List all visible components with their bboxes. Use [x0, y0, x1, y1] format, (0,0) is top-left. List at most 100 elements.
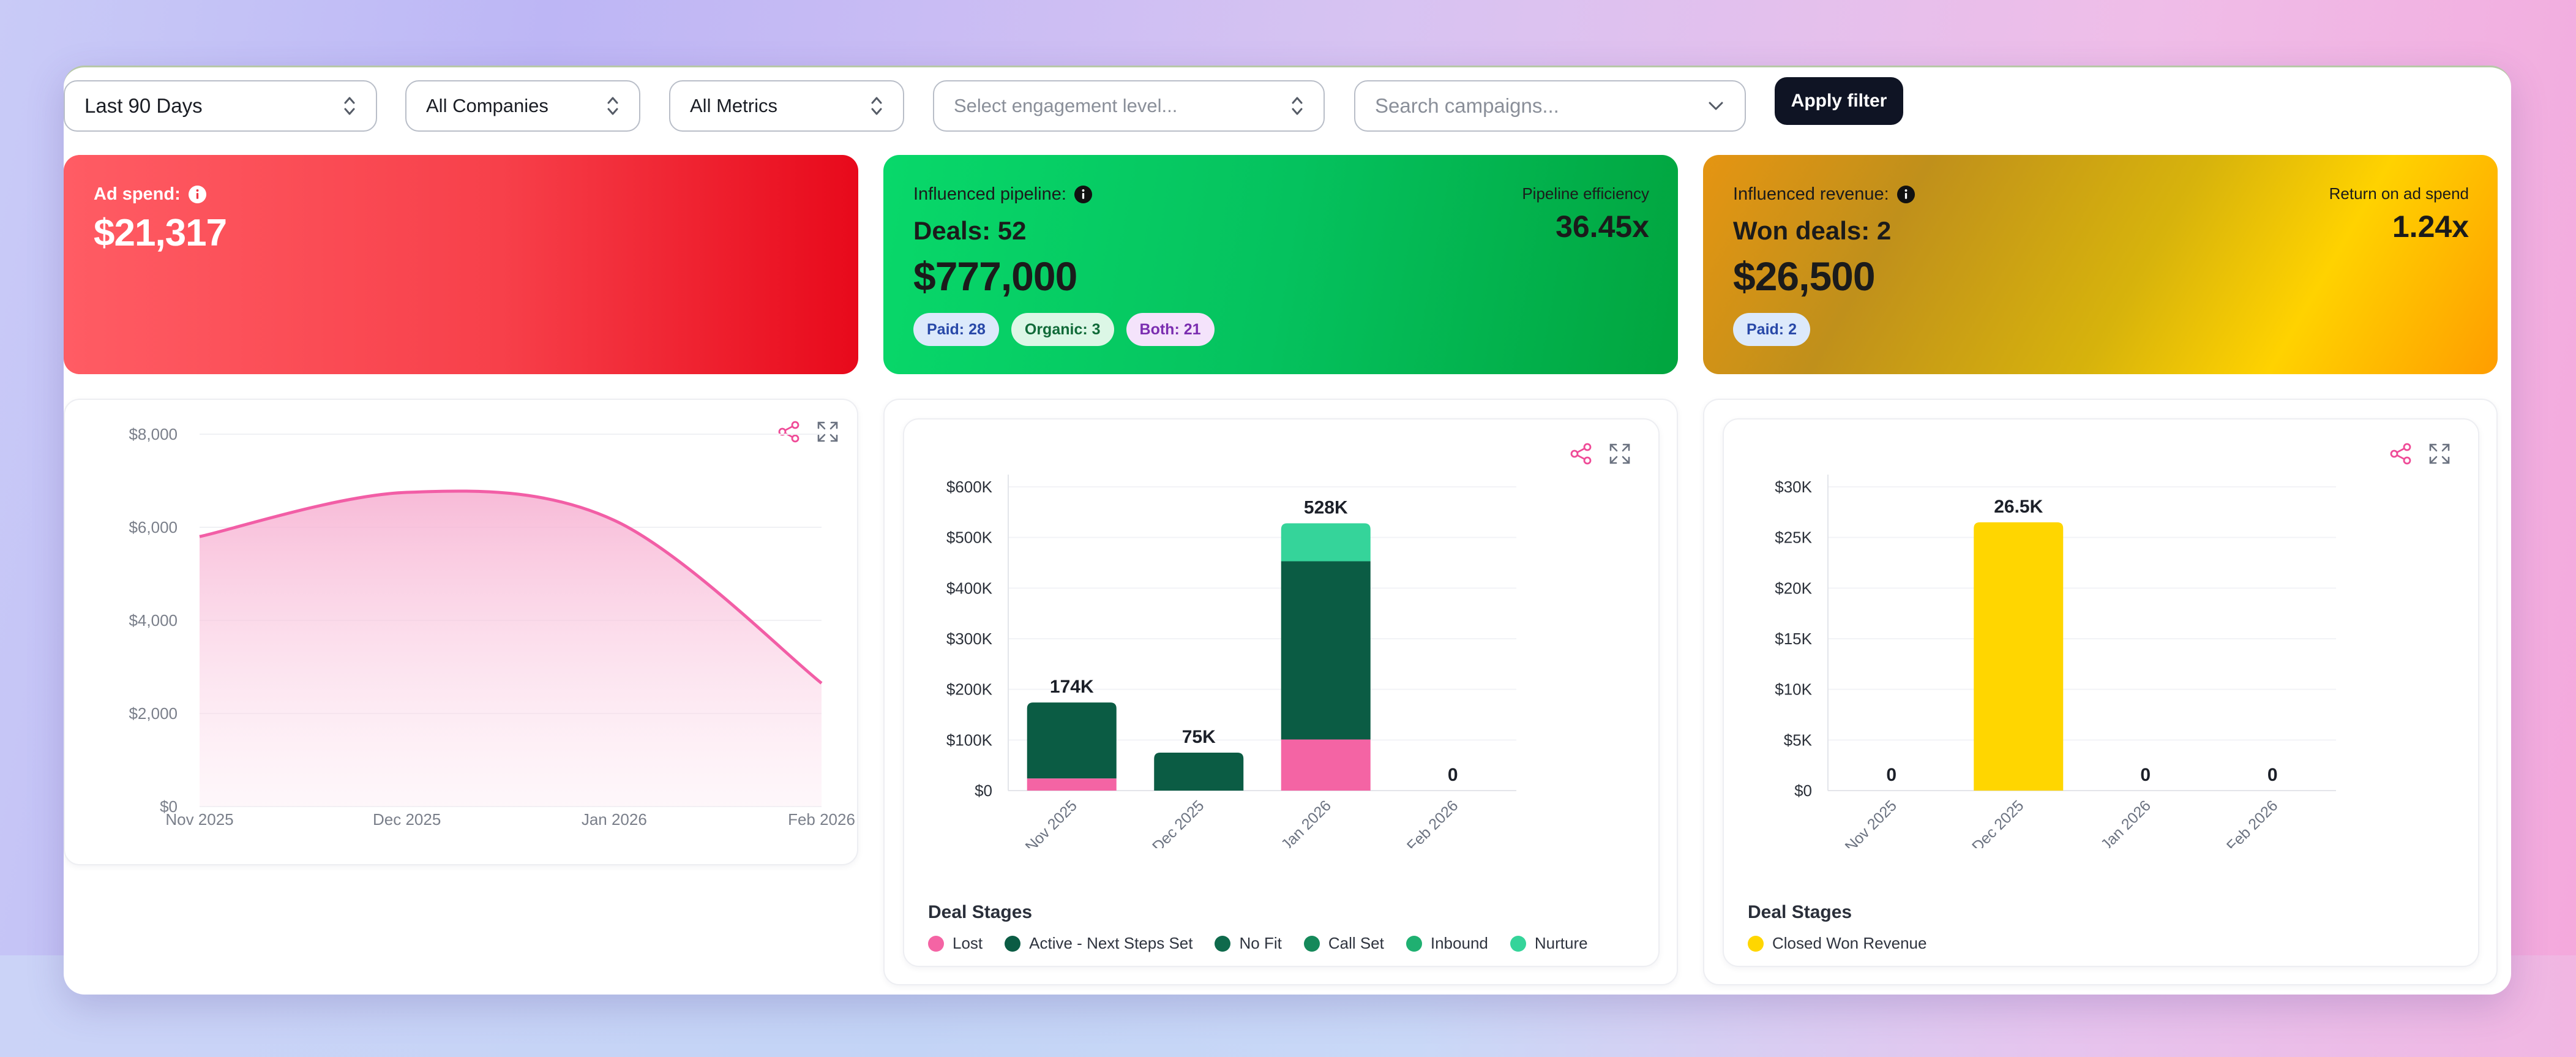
roas-label: Return on ad spend	[2329, 184, 2469, 203]
companies-select[interactable]: All Companies	[405, 80, 640, 132]
legend-item[interactable]: Nurture	[1510, 934, 1588, 953]
organic-chip: Organic: 3	[1011, 313, 1114, 346]
pipeline-value: $777,000	[913, 254, 1077, 299]
revenue-label: Influenced revenue:	[1733, 184, 1889, 204]
legend-swatch	[1406, 935, 1422, 952]
bar-segment	[1154, 753, 1244, 791]
expand-icon[interactable]	[815, 419, 840, 444]
ad-spend-area-chart: $0 $2,000 $4,000 $6,000 $8,000 Nov 2025 Dec 20…	[129, 425, 855, 829]
pipeline-bar-chart: $0 $100K $200K $300K $400K $500K $600K 174K Nov …	[946, 475, 1516, 848]
revenue-bar-chart: $0 $5K $10K $15K $20K $25K $30K 0 Nov 2025 26.5K D…	[1775, 475, 2336, 848]
legend-item[interactable]: Inbound	[1406, 934, 1488, 953]
dashboard-window: Last 90 Days All Companies All Metrics S…	[64, 66, 2511, 995]
y-tick-label: $4,000	[129, 611, 178, 630]
expand-icon[interactable]	[1608, 442, 1632, 466]
paid-chip: Paid: 2	[1733, 313, 1810, 346]
x-tick-label: Feb 2026	[1404, 797, 1461, 848]
influenced-pipeline-card: Influenced pipeline: Deals: 52 $777,000 …	[883, 155, 1678, 374]
legend-label: Active - Next Steps Set	[1029, 934, 1193, 952]
y-tick-label: $0	[1794, 781, 1812, 800]
updown-chevron-icon	[344, 97, 355, 115]
y-tick-label: $5K	[1784, 731, 1813, 749]
pipeline-efficiency-label: Pipeline efficiency	[1522, 184, 1649, 203]
y-tick-label: $200K	[946, 680, 993, 699]
y-tick-label: $30K	[1775, 478, 1812, 496]
legend-item[interactable]: Call Set	[1303, 934, 1384, 953]
y-tick-label: $100K	[946, 731, 993, 749]
legend-item[interactable]: Closed Won Revenue	[1748, 934, 1926, 953]
pipeline-legend: Lost Active - Next Steps Set No Fit Call Se…	[928, 934, 1597, 953]
legend-item[interactable]: Lost	[928, 934, 983, 953]
revenue-value: $26,500	[1733, 254, 1876, 299]
revenue-label-row: Influenced revenue:	[1733, 184, 1915, 205]
influenced-revenue-card: Influenced revenue: Won deals: 2 $26,500…	[1703, 155, 2498, 374]
updown-chevron-icon	[607, 97, 618, 115]
ad-spend-card: Ad spend: $21,317	[64, 155, 858, 374]
revenue-chart-outer-card: $0 $5K $10K $15K $20K $25K $30K 0 Nov 2025 26.5K D…	[1703, 399, 2498, 985]
bar-total-label: 0	[2267, 765, 2278, 785]
legend-item[interactable]: No Fit	[1215, 934, 1282, 953]
expand-icon[interactable]	[2427, 442, 2452, 466]
y-tick-label: $0	[975, 781, 992, 800]
legend-label: Lost	[953, 934, 983, 952]
x-tick-label: Dec 2025	[1149, 797, 1207, 848]
pipeline-chart-card: $0 $100K $200K $300K $400K $500K $600K 174K Nov …	[903, 418, 1660, 967]
bar-total-label: 0	[1448, 765, 1458, 785]
y-tick-label: $400K	[946, 579, 993, 597]
ad-spend-label-row: Ad spend:	[94, 184, 207, 205]
campaign-search-placeholder: Search campaigns...	[1375, 94, 1559, 117]
y-tick-label: $0	[160, 797, 178, 816]
share-icon[interactable]	[1569, 442, 1593, 466]
revenue-legend: Closed Won Revenue	[1748, 934, 1935, 953]
pipeline-efficiency-value: 36.45x	[1556, 209, 1649, 244]
ad-spend-chart-card: $0 $2,000 $4,000 $6,000 $8,000 Nov 2025 Dec 20…	[64, 399, 858, 865]
companies-value: All Companies	[426, 95, 549, 116]
legend-item[interactable]: Active - Next Steps Set	[1005, 934, 1193, 953]
x-tick-label: Nov 2025	[165, 810, 233, 829]
y-tick-label: $25K	[1775, 528, 1812, 547]
campaign-search-combobox[interactable]: Search campaigns...	[1354, 80, 1746, 132]
x-tick-label: Dec 2025	[373, 810, 441, 829]
info-icon[interactable]	[188, 185, 207, 204]
bar-segment	[1281, 739, 1371, 791]
x-tick-label: Dec 2025	[1969, 797, 2027, 848]
series-line	[199, 489, 823, 685]
paid-chip: Paid: 28	[913, 313, 999, 346]
ad-spend-label: Ad spend:	[94, 184, 181, 204]
y-tick-label: $300K	[946, 630, 993, 648]
date-range-select[interactable]: Last 90 Days	[64, 80, 377, 132]
x-tick-label: Feb 2026	[788, 810, 855, 829]
pipeline-chart-outer-card: $0 $100K $200K $300K $400K $500K $600K 174K Nov …	[883, 399, 1678, 985]
legend-label: Call Set	[1328, 934, 1384, 952]
x-tick-label: Jan 2026	[1278, 797, 1335, 848]
bar-segment	[1281, 561, 1371, 740]
legend-swatch	[1748, 935, 1764, 952]
date-range-value: Last 90 Days	[84, 94, 203, 117]
y-tick-label: $15K	[1775, 630, 1812, 648]
legend-swatch	[1215, 935, 1231, 952]
bar-total-label: 75K	[1182, 727, 1216, 747]
y-tick-label: $500K	[946, 528, 993, 547]
x-tick-label: Nov 2025	[1022, 797, 1080, 848]
y-tick-label: $600K	[946, 478, 993, 496]
bar-total-label: 0	[2140, 765, 2151, 785]
chevron-down-icon	[1709, 102, 1723, 110]
y-tick-label: $20K	[1775, 579, 1812, 597]
x-tick-label: Jan 2026	[2097, 797, 2154, 848]
info-icon[interactable]	[1074, 185, 1093, 204]
engagement-level-select[interactable]: Select engagement level...	[933, 80, 1325, 132]
x-tick-label: Jan 2026	[582, 810, 647, 829]
share-icon[interactable]	[2389, 442, 2413, 466]
legend-swatch	[1303, 935, 1320, 952]
metrics-select[interactable]: All Metrics	[669, 80, 904, 132]
apply-filter-button[interactable]: Apply filter	[1775, 77, 1903, 125]
bar-segment	[1974, 522, 2064, 791]
bar-total-label: 26.5K	[1994, 497, 2043, 517]
info-icon[interactable]	[1896, 185, 1915, 204]
area-fill	[200, 491, 822, 807]
updown-chevron-icon	[871, 97, 882, 115]
roas-value: 1.24x	[2392, 209, 2469, 244]
updown-chevron-icon	[1292, 97, 1303, 115]
legend-label: No Fit	[1239, 934, 1282, 952]
legend-swatch	[928, 935, 944, 952]
